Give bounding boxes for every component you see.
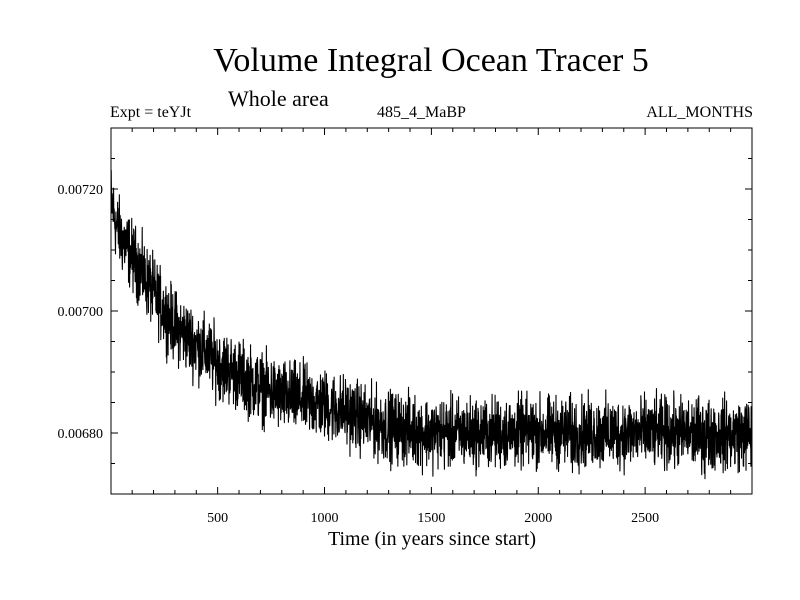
x-tick-label: 1000 xyxy=(311,511,339,526)
x-tick-label: 2500 xyxy=(631,511,659,526)
run-label: 485_4_MaBP xyxy=(377,104,466,121)
x-tick-label: 500 xyxy=(207,511,228,526)
x-axis: 500 1000 1500 2000 2500 xyxy=(131,128,732,526)
experiment-label: Expt = teYJt xyxy=(110,104,192,121)
x-axis-title: Time (in years since start) xyxy=(328,528,536,550)
chart-title: Volume Integral Ocean Tracer 5 xyxy=(213,42,649,79)
months-label: ALL_MONTHS xyxy=(646,104,753,121)
series-line xyxy=(110,169,753,480)
y-tick-label: 0.00720 xyxy=(58,183,104,198)
y-tick-label: 0.00700 xyxy=(58,305,104,320)
x-tick-label: 2000 xyxy=(524,511,552,526)
y-axis: 0.00680 0.00700 0.00720 xyxy=(58,158,752,464)
x-tick-label: 1500 xyxy=(417,511,445,526)
series-group xyxy=(110,169,753,480)
chart-subtitle: Whole area xyxy=(228,86,329,111)
y-tick-label: 0.00680 xyxy=(58,427,104,442)
